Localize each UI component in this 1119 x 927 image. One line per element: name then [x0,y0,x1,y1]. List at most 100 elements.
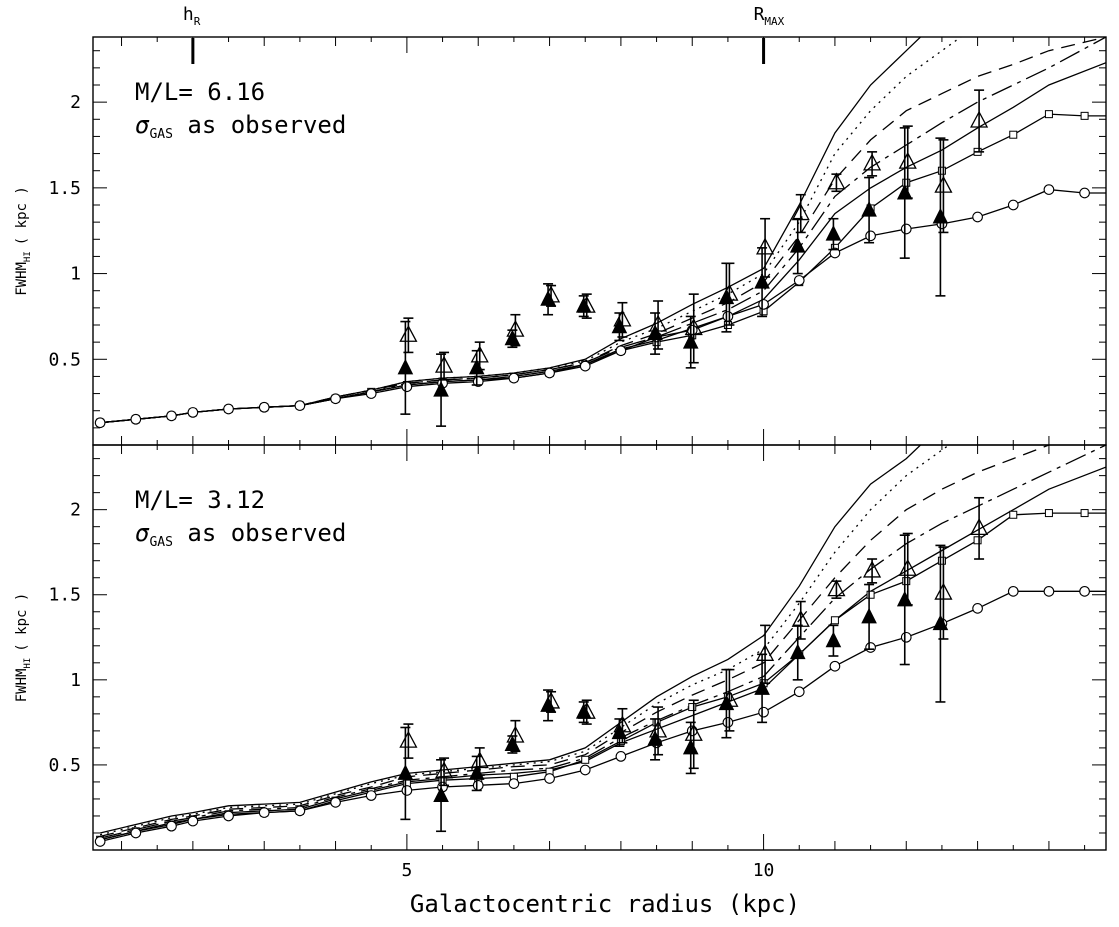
circle-marker [1007,585,1019,597]
model-curve-2 [100,37,963,424]
circle-marker [758,299,769,310]
square-marker [937,556,946,565]
circle-marker [223,403,234,415]
circle-marker [294,400,306,411]
circle-marker [94,417,106,429]
filled-triangle [789,237,806,253]
y-tick-label: 0.5 [48,349,81,370]
circle-marker [544,367,555,379]
filled-triangle [611,317,628,334]
circle-marker [865,642,876,653]
open-triangle [827,579,846,597]
model-curves [94,37,1106,429]
circle-marker [166,820,177,832]
circle-marker [401,381,413,393]
sigma-subscript: GAS [149,127,172,142]
open-triangle [399,730,418,748]
filled-triangle [718,694,735,711]
circle-marker [1043,585,1055,597]
x-axis-title: Galactocentric radius (kpc) [410,890,800,918]
circle-marker [401,785,413,796]
square-marker [902,178,911,187]
filled-triangle [575,297,592,313]
circle-marker [294,805,306,817]
circle-marker [722,717,734,728]
filled-triangle [647,730,663,746]
filled-triangle [896,183,913,200]
x-tick-label: 10 [753,860,775,881]
square-marker [1080,509,1089,518]
circle-marker [900,631,912,643]
y-tick-label: 1 [70,670,81,691]
filled-triangle [825,225,842,241]
square-marker [830,616,839,625]
model-curve-4 [99,445,1106,839]
model-curve-7 [99,590,1106,843]
open-triangle [470,751,489,769]
circle-marker [579,360,591,372]
square-marker [581,755,590,764]
circle-marker [722,311,734,322]
open-triangle [934,175,953,193]
circle-marker [686,324,698,336]
circle-marker [187,815,199,827]
filled-triangle [433,786,449,803]
open-triangle [898,558,917,576]
square-marker [688,703,697,712]
circle-marker [615,345,627,357]
filled-triangle [754,679,770,695]
square-marker [1009,130,1018,139]
square-marker [1044,509,1053,518]
circle-marker [1079,187,1090,199]
model-curve-1 [99,445,922,834]
square-marker [1044,110,1053,119]
circle-marker [1007,199,1019,211]
filled-triangle [575,703,592,719]
square-marker [1009,510,1018,519]
panel-annotation-sigma: σGAS as observed [135,111,346,142]
circle-marker [258,401,270,413]
model-curve-1 [100,37,922,424]
radius-marker-label: hR [183,4,201,28]
circle-marker [615,751,627,762]
radius-marker-sub: MAX [764,15,784,28]
square-marker [1080,111,1089,120]
circle-marker [94,836,106,847]
y-tick-label: 1.5 [48,178,81,199]
open-triangle [827,172,846,190]
y-tick-label: 2 [70,500,81,521]
filled-triangle [540,696,556,712]
model-curves [94,445,1106,847]
open-triangle [434,761,454,779]
open-triangle [684,723,703,741]
filled-triangle [789,643,806,660]
filled-triangle [468,358,485,375]
open-triangle [970,518,989,536]
circle-marker [865,230,876,242]
circle-marker [544,773,555,784]
filled-triangle [932,207,949,224]
open-triangle [970,110,989,128]
circle-marker [1043,184,1055,195]
filled-triangle [682,333,699,349]
open-triangle [863,560,882,578]
filled-triangle [504,735,521,751]
circle-marker [793,275,805,286]
circle-marker [972,211,983,223]
filled-triangle [932,614,949,631]
y-axis-label-sub: HI [23,658,33,669]
model-curve-7 [100,188,1106,424]
open-triangle [934,582,953,600]
circle-marker [1079,585,1090,597]
filled-triangle [397,764,414,780]
filled-triangle [397,358,414,375]
filled-triangle [754,273,770,289]
sigma-rest: as observed [173,519,346,547]
panel-annotation-ml: M/L= 3.12 [135,486,265,514]
square-marker [866,590,875,599]
y-axis-label: FWHMHI ( kpc ) [14,593,33,703]
square-marker [937,166,946,175]
